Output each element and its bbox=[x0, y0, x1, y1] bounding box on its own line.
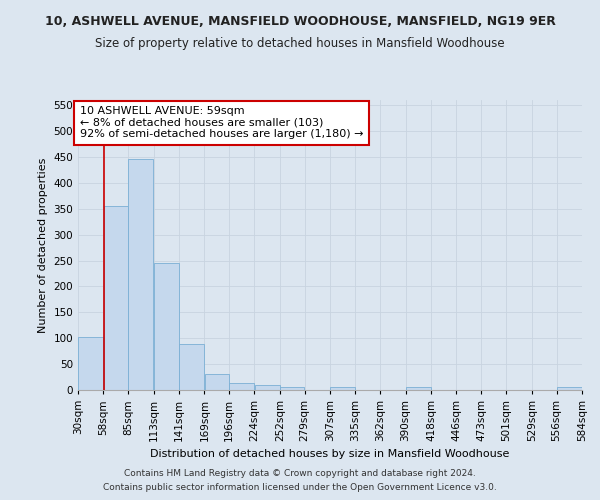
Text: Contains HM Land Registry data © Crown copyright and database right 2024.: Contains HM Land Registry data © Crown c… bbox=[124, 468, 476, 477]
Text: 10, ASHWELL AVENUE, MANSFIELD WOODHOUSE, MANSFIELD, NG19 9ER: 10, ASHWELL AVENUE, MANSFIELD WOODHOUSE,… bbox=[44, 15, 556, 28]
Text: 10 ASHWELL AVENUE: 59sqm
← 8% of detached houses are smaller (103)
92% of semi-d: 10 ASHWELL AVENUE: 59sqm ← 8% of detache… bbox=[80, 106, 364, 140]
Bar bbox=[229, 384, 254, 390]
Bar bbox=[78, 336, 103, 390]
X-axis label: Distribution of detached houses by size in Mansfield Woodhouse: Distribution of detached houses by size … bbox=[151, 450, 509, 460]
Bar bbox=[255, 386, 280, 390]
Text: Contains public sector information licensed under the Open Government Licence v3: Contains public sector information licen… bbox=[103, 484, 497, 492]
Bar bbox=[104, 206, 128, 390]
Bar bbox=[280, 387, 304, 390]
Bar bbox=[128, 158, 153, 390]
Text: Size of property relative to detached houses in Mansfield Woodhouse: Size of property relative to detached ho… bbox=[95, 38, 505, 51]
Bar bbox=[205, 374, 229, 390]
Y-axis label: Number of detached properties: Number of detached properties bbox=[38, 158, 48, 332]
Bar bbox=[557, 388, 582, 390]
Bar bbox=[406, 388, 431, 390]
Bar bbox=[179, 344, 204, 390]
Bar bbox=[154, 263, 179, 390]
Bar bbox=[330, 388, 355, 390]
